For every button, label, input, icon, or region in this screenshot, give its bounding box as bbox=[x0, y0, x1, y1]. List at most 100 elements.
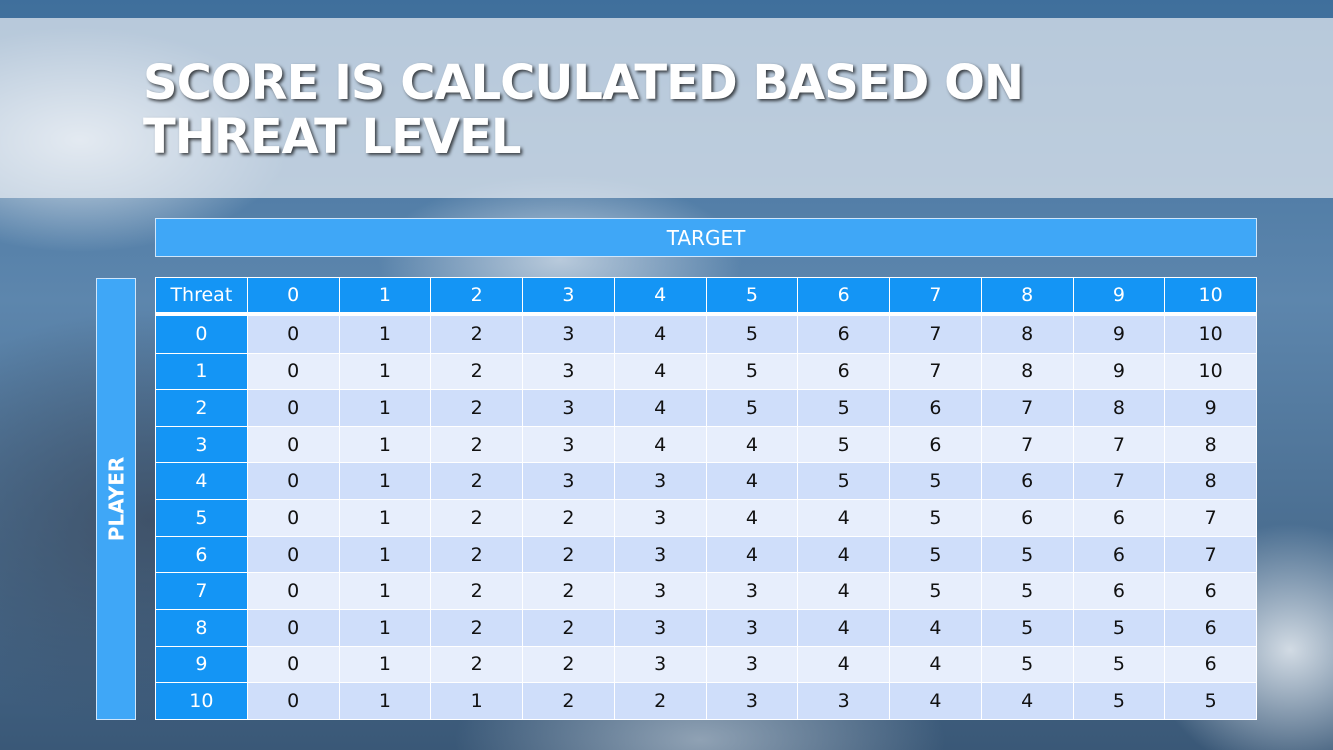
score-cell: 2 bbox=[522, 682, 615, 720]
column-header: 0 bbox=[246, 277, 340, 316]
score-cell: 2 bbox=[430, 645, 523, 684]
score-cell: 9 bbox=[1072, 313, 1166, 354]
header-row: Threat 0 1 2 3 4 5 6 7 8 9 10 bbox=[155, 277, 1257, 316]
score-cell: 4 bbox=[705, 535, 799, 574]
corner-header: Threat bbox=[155, 277, 248, 316]
score-cell: 3 bbox=[705, 682, 799, 720]
score-cell: 10 bbox=[1164, 352, 1257, 391]
score-cell: 5 bbox=[797, 462, 890, 501]
score-cell: 5 bbox=[980, 535, 1074, 574]
score-cell: 3 bbox=[705, 609, 799, 647]
score-cell: 6 bbox=[889, 425, 982, 464]
score-cell: 4 bbox=[889, 682, 982, 720]
score-cell: 1 bbox=[338, 535, 432, 574]
score-cell: 7 bbox=[1164, 499, 1257, 537]
score-cell: 1 bbox=[338, 682, 432, 720]
score-cell: 5 bbox=[797, 425, 890, 464]
score-cell: 1 bbox=[338, 462, 432, 501]
score-cell: 7 bbox=[1164, 535, 1257, 574]
score-cell: 4 bbox=[797, 645, 890, 684]
score-cell: 6 bbox=[889, 389, 982, 427]
score-cell: 6 bbox=[980, 499, 1074, 537]
score-cell: 0 bbox=[246, 425, 340, 464]
score-cell: 0 bbox=[246, 462, 340, 501]
score-cell: 2 bbox=[430, 425, 523, 464]
score-cell: 3 bbox=[522, 425, 615, 464]
score-cell: 5 bbox=[797, 389, 890, 427]
score-cell: 2 bbox=[522, 499, 615, 537]
score-cell: 8 bbox=[980, 352, 1074, 391]
score-cell: 5 bbox=[980, 645, 1074, 684]
score-cell: 4 bbox=[705, 499, 799, 537]
score-cell: 2 bbox=[430, 609, 523, 647]
score-cell: 5 bbox=[889, 535, 982, 574]
score-cell: 2 bbox=[613, 682, 707, 720]
score-cell: 3 bbox=[705, 645, 799, 684]
score-cell: 4 bbox=[613, 389, 707, 427]
score-cell: 0 bbox=[246, 352, 340, 391]
row-header: 2 bbox=[155, 389, 248, 427]
score-cell: 8 bbox=[1164, 462, 1257, 501]
score-cell: 2 bbox=[430, 313, 523, 354]
score-cell: 5 bbox=[705, 352, 799, 391]
score-cell: 6 bbox=[797, 352, 890, 391]
score-cell: 3 bbox=[613, 645, 707, 684]
score-cell: 7 bbox=[889, 352, 982, 391]
score-cell: 0 bbox=[246, 313, 340, 354]
score-cell: 1 bbox=[338, 645, 432, 684]
target-header: TARGET bbox=[155, 218, 1257, 257]
score-cell: 3 bbox=[705, 572, 799, 611]
score-cell: 0 bbox=[246, 572, 340, 611]
score-cell: 3 bbox=[613, 499, 707, 537]
column-header: 6 bbox=[797, 277, 890, 316]
column-header: 3 bbox=[522, 277, 615, 316]
score-cell: 6 bbox=[1164, 609, 1257, 647]
score-cell: 4 bbox=[797, 609, 890, 647]
score-cell: 3 bbox=[613, 572, 707, 611]
score-cell: 3 bbox=[613, 535, 707, 574]
score-cell: 0 bbox=[246, 535, 340, 574]
score-cell: 4 bbox=[705, 462, 799, 501]
table-row: 0 0 1 2 3 4 5 6 7 8 9 10 bbox=[155, 313, 1257, 354]
column-header: 10 bbox=[1164, 277, 1257, 316]
score-cell: 1 bbox=[338, 572, 432, 611]
score-cell: 4 bbox=[889, 609, 982, 647]
score-cell: 5 bbox=[1072, 682, 1166, 720]
score-cell: 7 bbox=[1072, 462, 1166, 501]
score-cell: 7 bbox=[980, 425, 1074, 464]
score-cell: 5 bbox=[1164, 682, 1257, 720]
score-cell: 4 bbox=[613, 313, 707, 354]
score-cell: 5 bbox=[889, 499, 982, 537]
row-header: 6 bbox=[155, 535, 248, 574]
score-cell: 6 bbox=[1164, 572, 1257, 611]
player-label: PLAYER bbox=[104, 456, 129, 542]
column-header: 8 bbox=[980, 277, 1074, 316]
score-cell: 7 bbox=[1072, 425, 1166, 464]
row-header: 4 bbox=[155, 462, 248, 501]
score-cell: 10 bbox=[1164, 313, 1257, 354]
table-row: 1 0 1 2 3 4 5 6 7 8 9 10 bbox=[155, 352, 1257, 391]
score-cell: 4 bbox=[705, 425, 799, 464]
score-cell: 7 bbox=[980, 389, 1074, 427]
score-cell: 6 bbox=[980, 462, 1074, 501]
score-cell: 2 bbox=[430, 499, 523, 537]
row-header: 7 bbox=[155, 572, 248, 611]
score-cell: 2 bbox=[522, 572, 615, 611]
score-cell: 8 bbox=[1164, 425, 1257, 464]
score-cell: 6 bbox=[1072, 499, 1166, 537]
score-cell: 2 bbox=[430, 535, 523, 574]
score-cell: 5 bbox=[980, 609, 1074, 647]
score-cell: 7 bbox=[889, 313, 982, 354]
score-cell: 4 bbox=[797, 499, 890, 537]
score-cell: 1 bbox=[338, 389, 432, 427]
score-cell: 3 bbox=[522, 462, 615, 501]
score-cell: 0 bbox=[246, 682, 340, 720]
score-cell: 1 bbox=[338, 499, 432, 537]
score-cell: 1 bbox=[338, 313, 432, 354]
